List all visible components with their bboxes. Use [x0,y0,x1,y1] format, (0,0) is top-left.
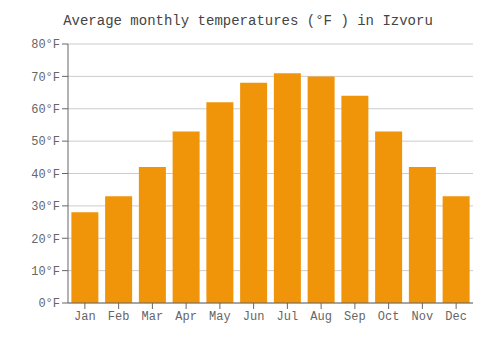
svg-text:Apr: Apr [175,310,197,324]
svg-text:Aug: Aug [310,310,332,324]
svg-text:10°F: 10°F [31,265,60,279]
svg-text:May: May [209,310,231,324]
svg-text:Dec: Dec [445,310,467,324]
svg-text:Nov: Nov [412,310,434,324]
svg-text:50°F: 50°F [31,135,60,149]
svg-text:30°F: 30°F [31,200,60,214]
svg-text:60°F: 60°F [31,103,60,117]
svg-text:Jun: Jun [243,310,265,324]
svg-text:Sep: Sep [344,310,366,324]
html-text:Average monthly temperatures (: Average monthly temperatures (°F ) in Iz… [63,13,433,29]
svg-text:Jul: Jul [277,310,299,324]
svg-text:70°F: 70°F [31,71,60,85]
svg-text:20°F: 20°F [31,233,60,247]
svg-text:Mar: Mar [142,310,164,324]
svg-text:40°F: 40°F [31,168,60,182]
svg-text:Oct: Oct [378,310,400,324]
svg-text:0°F: 0°F [38,297,60,311]
svg-text:80°F: 80°F [31,38,60,52]
svg-text:Feb: Feb [108,310,130,324]
svg-text:Jan: Jan [74,310,96,324]
